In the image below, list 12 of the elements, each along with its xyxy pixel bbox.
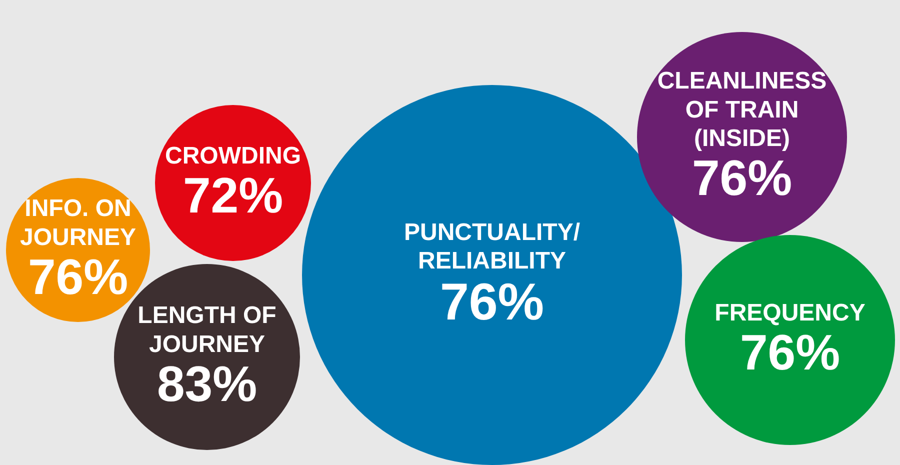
data-label: 76% (440, 273, 544, 332)
data-label: 72% (182, 167, 284, 224)
data-label: 76% (740, 324, 840, 380)
category-label: INFO. ON JOURNEY (20, 194, 136, 251)
category-label: CLEANLINESS OF TRAIN (INSIDE) (657, 68, 827, 152)
category-label: CROWDING (165, 142, 301, 170)
data-label: 76% (28, 248, 128, 305)
category-label: PUNCTUALITY/ RELIABILITY (404, 218, 580, 275)
data-label: 83% (156, 356, 258, 412)
data-label: 76% (692, 150, 792, 206)
category-label: FREQUENCY (714, 299, 866, 326)
category-label: LENGTH OF JOURNEY (138, 302, 276, 358)
